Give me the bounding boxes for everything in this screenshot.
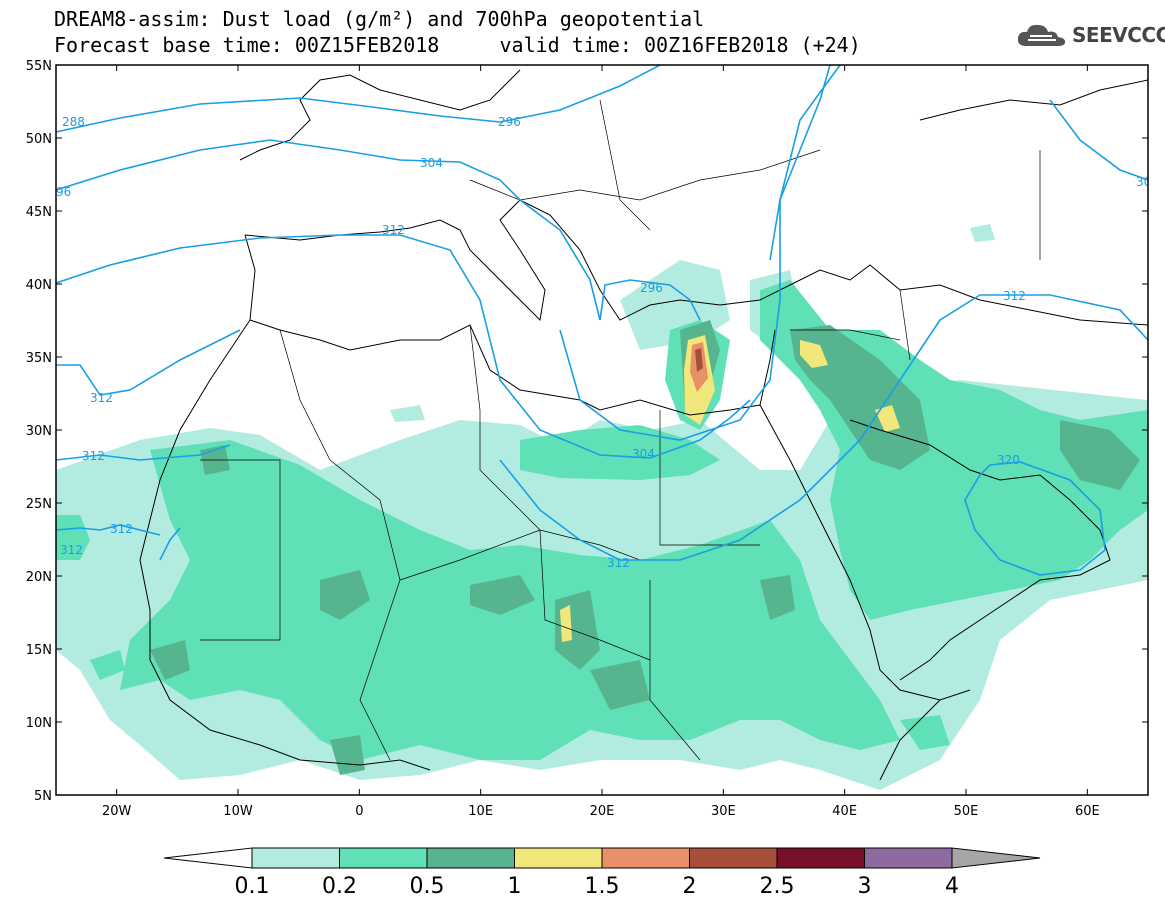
colorbar-swatch xyxy=(339,847,428,869)
colorbar-tick-label: 2.5 xyxy=(760,874,795,899)
colorbar: 0.1 0.2 0.5 1 1.5 2 2.5 3 4 xyxy=(163,847,1041,899)
colorbar-tick-label: 4 xyxy=(945,874,959,899)
longitude-axis: 20W 10W 0 10E 20E 30E 40E 50E 60E xyxy=(102,65,1100,819)
map-title: DREAM8-assim: Dust load (g/m²) and 700hP… xyxy=(54,7,705,31)
dust-shading-extreme xyxy=(690,342,708,392)
cloud-icon xyxy=(1017,24,1066,46)
lon-tick-label: 0 xyxy=(355,804,363,819)
latitude-axis: 55N 50N 45N 40N 35N 30N 25N 20N 15N 10N 5N xyxy=(26,59,1148,804)
coastlines xyxy=(139,69,1148,781)
colorbar-tick-label: 2 xyxy=(683,874,697,899)
lat-tick-label: 25N xyxy=(26,497,52,512)
colorbar-under-arrow xyxy=(163,847,253,869)
lon-tick-label: 50E xyxy=(954,804,979,819)
contour-label: 312 xyxy=(60,543,83,557)
colorbar-swatch xyxy=(514,847,603,869)
colorbar-swatch xyxy=(776,847,865,869)
lat-tick-label: 50N xyxy=(26,132,52,147)
colorbar-swatch xyxy=(864,847,953,869)
contour-label: 312 xyxy=(82,449,105,463)
colorbar-swatch xyxy=(426,847,515,869)
lon-tick-label: 20E xyxy=(590,804,615,819)
lat-tick-label: 35N xyxy=(26,351,52,366)
colorbar-tick-label: 3 xyxy=(858,874,872,899)
lon-tick-label: 30E xyxy=(711,804,736,819)
contour-label: 312 xyxy=(110,522,133,536)
colorbar-swatch xyxy=(689,847,778,869)
colorbar-tick-label: 1 xyxy=(508,874,522,899)
contour-label: 312 xyxy=(607,556,630,570)
colorbar-tick-label: 0.2 xyxy=(322,874,357,899)
contour-label: 304 xyxy=(420,156,443,170)
lat-tick-label: 55N xyxy=(26,59,52,74)
lon-tick-label: 40E xyxy=(832,804,857,819)
colorbar-tick-label: 0.5 xyxy=(410,874,445,899)
seevccc-logo: SEEVCCC xyxy=(1016,22,1165,48)
lon-tick-label: 10W xyxy=(223,804,253,819)
lat-tick-label: 10N xyxy=(26,716,52,731)
lon-tick-label: 60E xyxy=(1075,804,1100,819)
map-subtitle: Forecast base time: 00Z15FEB2018 valid t… xyxy=(54,33,861,57)
contour-label: 30 xyxy=(1136,175,1151,189)
colorbar-tick-label: 0.1 xyxy=(235,874,270,899)
colorbar-swatch xyxy=(251,847,340,869)
map-area: 288 296 96 304 312 296 312 312 312 304 3… xyxy=(56,65,1151,795)
lon-tick-label: 20W xyxy=(102,804,132,819)
contour-label: 320 xyxy=(997,453,1020,467)
lat-tick-label: 20N xyxy=(26,570,52,585)
lat-tick-label: 45N xyxy=(26,205,52,220)
contour-label: 304 xyxy=(632,447,655,461)
contour-label: 96 xyxy=(56,185,71,199)
colorbar-over-arrow xyxy=(951,847,1041,869)
contour-label: 312 xyxy=(382,223,405,237)
colorbar-swatch xyxy=(601,847,690,869)
geopotential-contours xyxy=(56,65,1148,576)
lat-tick-label: 15N xyxy=(26,643,52,658)
contour-labels: 288 296 96 304 312 296 312 312 312 304 3… xyxy=(56,115,1151,570)
lat-tick-label: 30N xyxy=(26,424,52,439)
lon-tick-label: 10E xyxy=(468,804,493,819)
lat-tick-label: 40N xyxy=(26,278,52,293)
contour-label: 296 xyxy=(640,281,663,295)
colorbar-tick-label: 1.5 xyxy=(585,874,620,899)
contour-label: 312 xyxy=(1003,289,1026,303)
lat-tick-label: 5N xyxy=(34,789,52,804)
contour-label: 312 xyxy=(90,391,113,405)
contour-label: 288 xyxy=(62,115,85,129)
logo-text: SEEVCCC xyxy=(1072,23,1165,47)
contour-label: 296 xyxy=(498,115,521,129)
